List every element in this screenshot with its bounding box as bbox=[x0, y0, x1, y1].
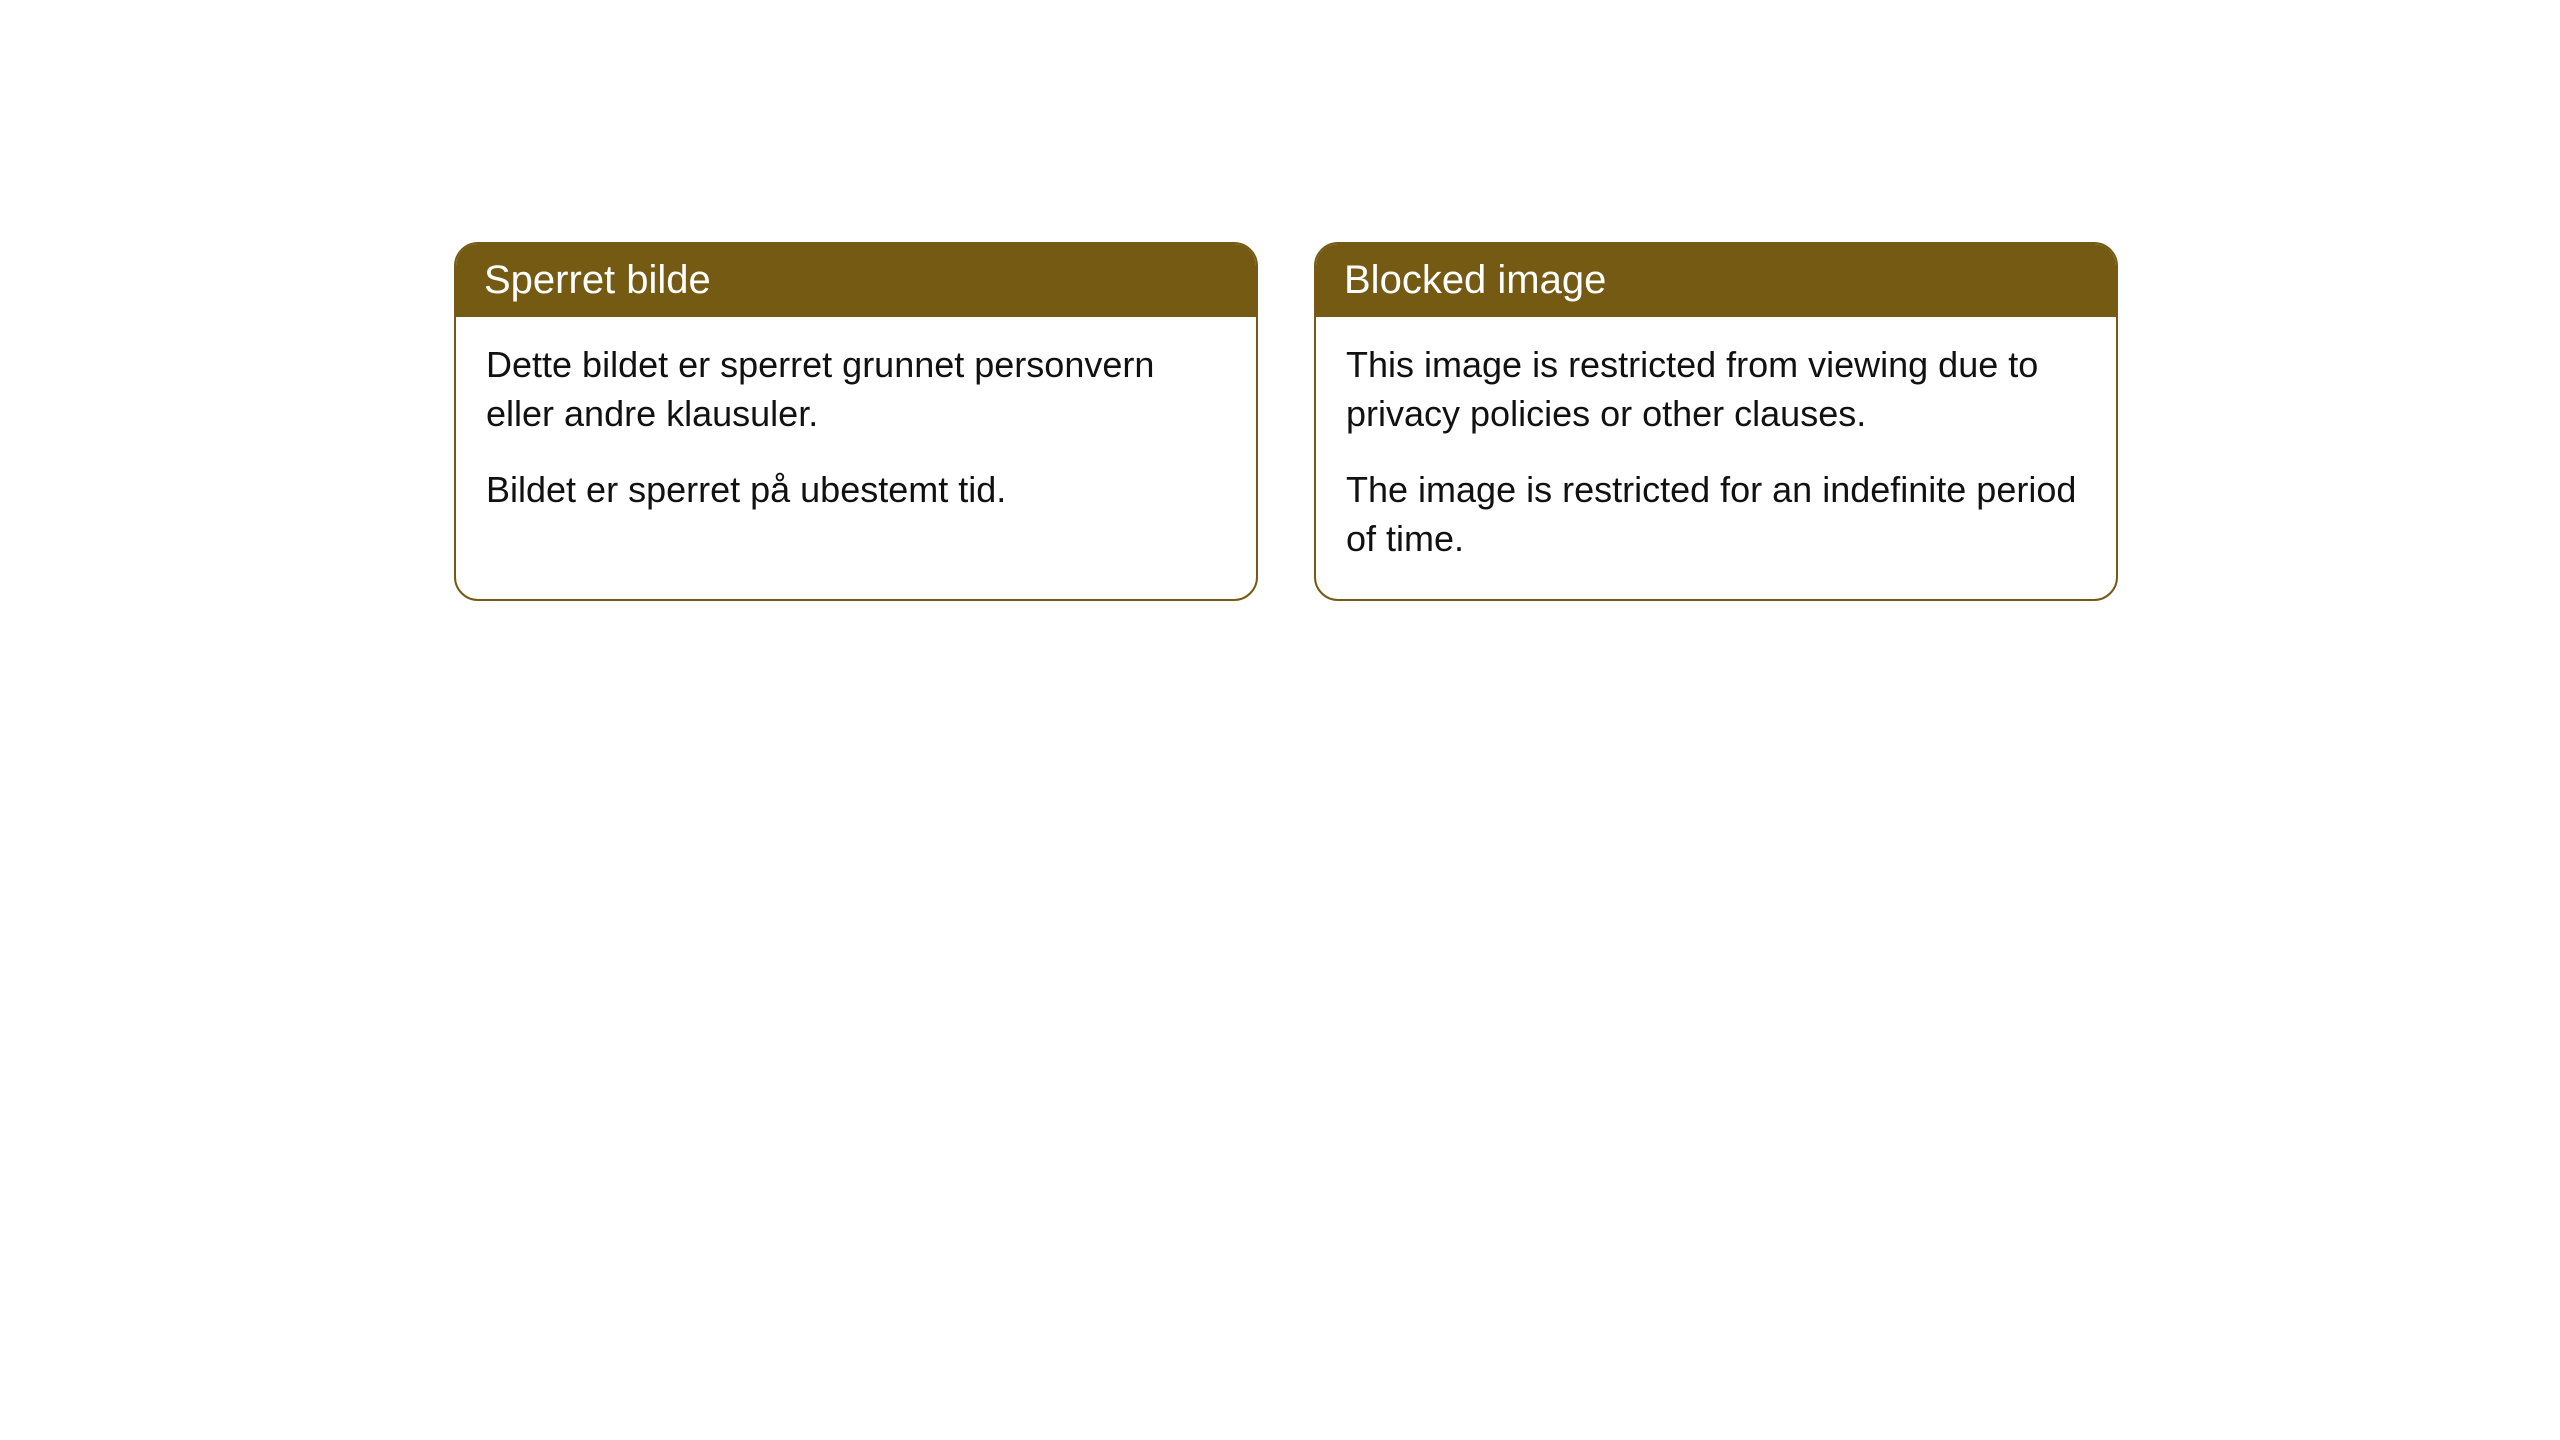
notice-cards-container: Sperret bilde Dette bildet er sperret gr… bbox=[454, 242, 2118, 601]
card-header: Sperret bilde bbox=[456, 244, 1256, 317]
notice-card-norwegian: Sperret bilde Dette bildet er sperret gr… bbox=[454, 242, 1258, 601]
notice-card-english: Blocked image This image is restricted f… bbox=[1314, 242, 2118, 601]
card-paragraph: Dette bildet er sperret grunnet personve… bbox=[486, 341, 1226, 438]
card-body: Dette bildet er sperret grunnet personve… bbox=[456, 317, 1256, 551]
card-title: Blocked image bbox=[1344, 258, 1606, 302]
card-body: This image is restricted from viewing du… bbox=[1316, 317, 2116, 599]
card-paragraph: This image is restricted from viewing du… bbox=[1346, 341, 2086, 438]
card-title: Sperret bilde bbox=[484, 258, 711, 302]
card-header: Blocked image bbox=[1316, 244, 2116, 317]
card-paragraph: Bildet er sperret på ubestemt tid. bbox=[486, 466, 1226, 515]
card-paragraph: The image is restricted for an indefinit… bbox=[1346, 466, 2086, 563]
